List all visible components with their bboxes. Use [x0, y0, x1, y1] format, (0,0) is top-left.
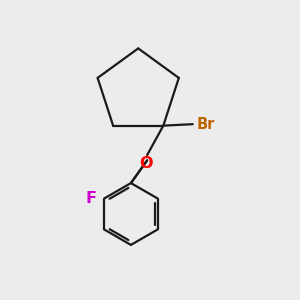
Text: O: O [140, 156, 153, 171]
Text: Br: Br [196, 117, 215, 132]
Text: F: F [86, 191, 97, 206]
